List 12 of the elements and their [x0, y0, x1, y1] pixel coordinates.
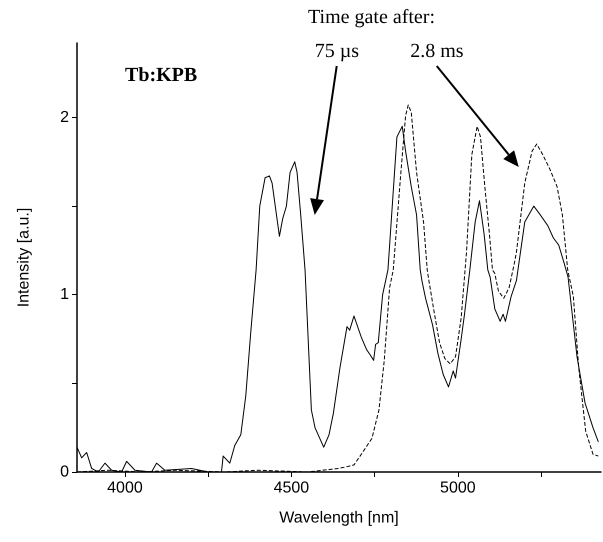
y-tick-label: 0	[60, 464, 70, 480]
x-axis-title: Wavelength [nm]	[279, 510, 399, 526]
y-tick-label: 2	[60, 108, 70, 126]
x-tick-label: 5000	[440, 480, 476, 496]
y-tick-label: 1	[60, 286, 70, 304]
text: 75 µs	[314, 40, 360, 63]
text: Tb:KPB	[125, 64, 198, 86]
text: 2.8 ms	[410, 40, 464, 63]
y-axis-title: Intensity [a.u.]	[16, 208, 32, 308]
x-tick-label: 4500	[274, 480, 310, 496]
x-tick-label: 4000	[107, 480, 143, 496]
text: Time gate after:	[308, 6, 436, 29]
